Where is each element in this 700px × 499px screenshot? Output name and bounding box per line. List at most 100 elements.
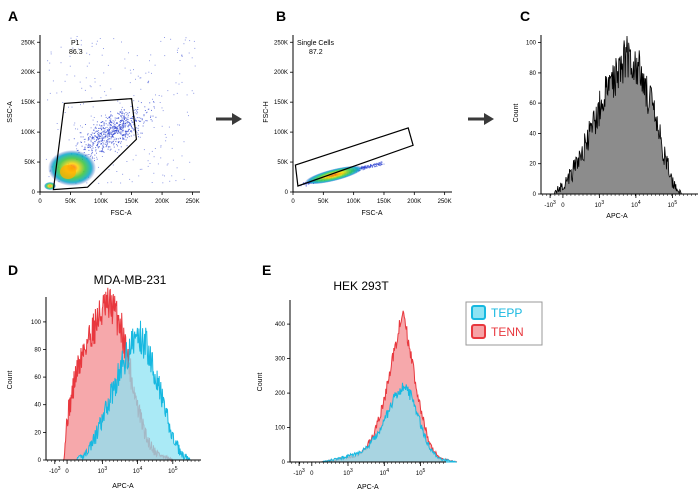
panel-a-event <box>98 140 100 142</box>
panel-d-xtick-label: -103 <box>49 466 61 475</box>
panel-a-event <box>105 140 107 142</box>
panel-a-event <box>97 147 99 149</box>
panel-a-event <box>125 122 127 124</box>
panel-a-event <box>80 141 82 143</box>
panel-a-event <box>128 128 130 130</box>
panel-a-event <box>141 119 143 121</box>
panel-a-event <box>177 52 178 53</box>
panel-a-event <box>135 154 137 156</box>
panel-a-event <box>86 52 88 54</box>
panel-b-xtick-label: 100K <box>347 199 361 205</box>
panel-letter-c: C <box>520 8 530 24</box>
panel-d-ytick-label: 80 <box>34 348 41 354</box>
panel-a-event <box>69 55 71 57</box>
panel-a-event <box>110 128 112 130</box>
panel-a-ylabel: SSC-A <box>7 101 14 123</box>
panel-a-event <box>91 132 93 134</box>
panel-a-event <box>118 127 120 129</box>
panel-b-gate-single-cells <box>294 127 414 187</box>
panel-a-event <box>129 69 131 71</box>
panel-a-event <box>115 129 117 131</box>
panel-a-event <box>99 150 101 152</box>
panel-d-xtick-label: 104 <box>133 466 143 475</box>
panel-a-event <box>104 137 106 139</box>
panel-a-event <box>176 167 178 169</box>
panel-a-event <box>100 126 102 128</box>
panel-a-event <box>118 128 120 130</box>
panel-a-event <box>189 40 191 42</box>
panel-a-event <box>128 128 130 130</box>
panel-a-event <box>141 132 143 134</box>
panel-a-event <box>101 140 103 142</box>
panel-a-event <box>95 149 97 151</box>
panel-a-event <box>48 176 50 178</box>
panel-a-event <box>119 123 121 125</box>
panel-a-event <box>110 121 112 123</box>
panel-a-event <box>155 94 156 96</box>
panel-b-event <box>372 165 374 167</box>
panel-a-event <box>90 127 92 129</box>
panel-a-event <box>113 124 115 126</box>
panel-a-event <box>100 122 102 123</box>
panel-a-event <box>103 122 105 124</box>
panel-a-event <box>114 127 116 129</box>
panel-b-event <box>373 164 375 166</box>
panel-a-event <box>160 157 162 159</box>
panel-a-event <box>137 109 139 110</box>
panel-a-event <box>132 116 133 118</box>
panel-a-event <box>194 47 196 49</box>
panel-b-event <box>362 167 364 169</box>
panel-a-event <box>124 58 126 60</box>
panel-a-scatter: P1 86.3 0 50K 100K 150K 200K 250K 0 50K 100K 150K… <box>7 35 200 217</box>
panel-b-event <box>367 165 369 167</box>
panel-a-event <box>118 132 120 134</box>
panel-a-event <box>108 135 110 137</box>
panel-a-event <box>120 141 122 143</box>
panel-b-event <box>364 166 366 167</box>
panel-a-event <box>84 147 86 149</box>
panel-letter-d: D <box>8 262 18 278</box>
panel-a-event <box>87 139 89 141</box>
panel-a-event <box>102 137 104 139</box>
panel-a-event <box>119 128 121 130</box>
panel-a-event <box>92 119 94 121</box>
panel-a-event <box>92 106 94 108</box>
panel-a-event <box>166 164 168 166</box>
panel-e-title: HEK 293T <box>333 279 389 293</box>
panel-a-event <box>92 137 93 139</box>
panel-a-event <box>47 60 49 62</box>
panel-a-event <box>97 139 99 141</box>
panel-a-event <box>153 127 155 128</box>
panel-a-event <box>109 120 111 122</box>
panel-a-event <box>134 118 136 120</box>
panel-a-event <box>95 147 97 149</box>
panel-a-event <box>94 81 96 83</box>
panel-a-event <box>140 102 142 104</box>
panel-a-event <box>127 130 129 132</box>
panel-a-event <box>110 136 112 138</box>
panel-a-event <box>102 151 104 153</box>
panel-b-event <box>373 163 375 165</box>
panel-a-event <box>106 144 108 146</box>
panel-a-event <box>129 178 131 180</box>
panel-a-event <box>116 144 118 146</box>
panel-a-event <box>113 146 115 148</box>
panel-a-event <box>191 57 193 59</box>
panel-a-event <box>144 110 146 111</box>
panel-a-event <box>85 124 86 125</box>
panel-a-event <box>118 141 120 143</box>
panel-a-event <box>128 132 130 134</box>
panel-a-event <box>91 145 93 147</box>
panel-a-event <box>184 39 186 41</box>
panel-d-xlabel: APC-A <box>112 483 134 490</box>
panel-a-event <box>117 132 119 134</box>
panel-a-event <box>116 138 118 140</box>
panel-a-event <box>164 134 166 135</box>
panel-c-xtick-label: 104 <box>631 200 641 209</box>
panel-a-event <box>117 130 119 132</box>
panel-a-event <box>121 113 123 115</box>
panel-a-event <box>151 120 153 122</box>
panel-a-event <box>96 156 98 158</box>
panel-a-event <box>138 100 140 102</box>
panel-a-event <box>118 149 120 151</box>
